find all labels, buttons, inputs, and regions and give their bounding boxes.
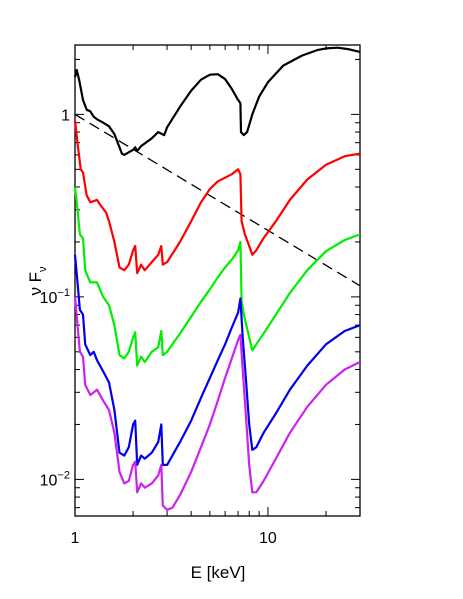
- y-tick-label: 1: [61, 107, 70, 124]
- x-axis-label: E [keV]: [191, 563, 246, 582]
- y-tick-label-base: 10: [40, 290, 58, 307]
- series-line-4: [73, 186, 361, 367]
- y-tick-label-exponent: −2: [57, 469, 70, 481]
- plot-frame: [74, 44, 361, 517]
- series-line-6: [73, 296, 361, 511]
- y-axis-label: ν Fν: [26, 266, 49, 296]
- series-layer: [73, 46, 361, 511]
- y-tick-label-exponent: −1: [57, 287, 70, 299]
- y-tick-label: 10−2: [40, 469, 70, 489]
- series-line-5: [73, 254, 361, 466]
- y-tick-label-base: 10: [40, 472, 58, 489]
- x-tick-label: 10: [259, 530, 277, 547]
- series-line-3: [73, 120, 361, 275]
- y-axis-label-main: ν F: [26, 272, 45, 296]
- y-axis-label-sub: ν: [37, 266, 49, 272]
- y-tick-label: 10−1: [40, 287, 70, 307]
- series-line-1: [73, 46, 361, 156]
- y-tick-label-base: 1: [61, 107, 70, 124]
- x-tick-label: 1: [71, 530, 80, 547]
- series-line-2: [74, 113, 361, 287]
